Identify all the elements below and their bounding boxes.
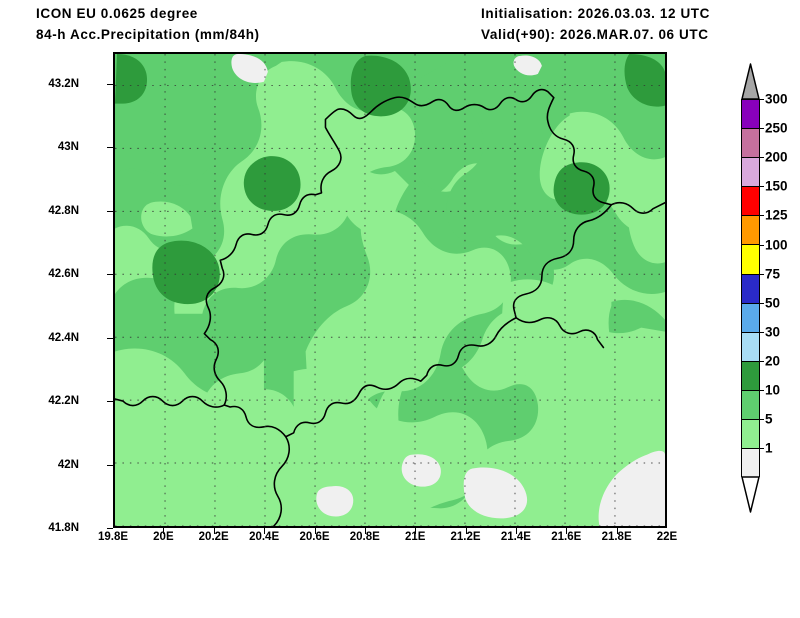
- colorbar-cell-300: [742, 100, 759, 130]
- y-axis-tick: [107, 337, 113, 339]
- colorbar-label-30: 30: [765, 324, 781, 340]
- x-axis-tick: [213, 528, 215, 534]
- y-axis-label-42.6N: 42.6N: [48, 268, 79, 281]
- colorbar-tick: [760, 360, 764, 362]
- colorbar-tick: [760, 302, 764, 304]
- colorbar-label-300: 300: [765, 91, 788, 107]
- x-axis-tick: [465, 528, 467, 534]
- colorbar-label-200: 200: [765, 149, 788, 165]
- colorbar-cell-250: [742, 129, 759, 159]
- colorbar-cell-125: [742, 216, 759, 246]
- x-axis-label-19.8E: 19.8E: [97, 531, 129, 543]
- colorbar-cell-50: [742, 303, 759, 333]
- x-axis-label-21.6E: 21.6E: [551, 531, 582, 543]
- y-axis-tick: [107, 528, 113, 529]
- colorbar-cell-10: [742, 390, 759, 421]
- precipitation-colorbar[interactable]: [741, 99, 760, 479]
- x-axis-tick: [515, 528, 517, 534]
- x-axis-tick: [364, 528, 366, 534]
- y-axis-label-43N: 43N: [57, 141, 79, 154]
- x-axis-tick: [566, 528, 568, 534]
- colorbar-label-5: 5: [765, 411, 773, 427]
- colorbar-cell-200: [742, 158, 759, 188]
- y-axis-label-43.2N: 43.2N: [48, 77, 79, 90]
- x-axis-label-21E: 21E: [404, 531, 426, 543]
- colorbar-label-50: 50: [765, 295, 781, 311]
- x-axis-label-21.4E: 21.4E: [500, 531, 531, 543]
- y-axis-label-42N: 42N: [57, 458, 79, 471]
- x-axis-label-20.4E: 20.4E: [249, 531, 280, 543]
- x-axis-label-20E: 20E: [153, 531, 174, 543]
- x-axis-tick: [415, 528, 417, 534]
- x-axis-label-20.8E: 20.8E: [349, 531, 380, 543]
- x-axis-label-20.2E: 20.2E: [198, 531, 229, 543]
- y-axis-tick: [107, 147, 113, 149]
- x-axis-tick: [314, 528, 316, 534]
- valid-time-label: Valid(+90): 2026.MAR.07. 06 UTC: [481, 27, 709, 42]
- colorbar-cell-5: [742, 420, 759, 450]
- colorbar-tick: [760, 331, 764, 333]
- model-name-label: ICON EU 0.0625 degree: [36, 6, 198, 21]
- x-axis-tick: [616, 528, 618, 534]
- colorbar-cell-20: [742, 361, 759, 391]
- x-axis-label-22E: 22E: [656, 531, 678, 543]
- y-axis-label-41.8N: 41.8N: [48, 522, 79, 534]
- x-axis-label-20.6E: 20.6E: [299, 531, 330, 543]
- colorbar-label-125: 125: [765, 207, 788, 223]
- colorbar-cell-1: [742, 449, 759, 479]
- colorbar-label-20: 20: [765, 353, 781, 369]
- colorbar-tick: [760, 419, 764, 421]
- colorbar-tick: [760, 186, 764, 188]
- country-borders: [115, 88, 665, 526]
- colorbar-tick: [760, 128, 764, 130]
- colorbar-cell-30: [742, 332, 759, 362]
- colorbar-overflow-arrow-low: [741, 476, 760, 513]
- colorbar-tick: [760, 99, 764, 100]
- initialisation-label: Initialisation: 2026.03.03. 12 UTC: [481, 6, 710, 21]
- y-axis-tick: [107, 210, 113, 212]
- x-axis-label-21.8E: 21.8E: [601, 531, 632, 543]
- y-axis-label-42.2N: 42.2N: [48, 395, 79, 408]
- colorbar-tick: [760, 215, 764, 217]
- precipitation-map-plot: [113, 52, 667, 528]
- precipitation-field: [115, 54, 665, 526]
- y-axis-tick: [107, 83, 113, 85]
- colorbar-cell-150: [742, 187, 759, 217]
- x-axis-tick: [264, 528, 266, 534]
- y-axis-label-42.4N: 42.4N: [48, 331, 79, 344]
- x-axis-tick: [163, 528, 165, 534]
- colorbar-cell-100: [742, 245, 759, 275]
- colorbar-tick: [760, 390, 764, 391]
- colorbar-tick: [760, 448, 764, 450]
- x-axis-label-21.2E: 21.2E: [450, 531, 481, 543]
- y-axis-tick: [107, 464, 113, 466]
- colorbar-label-10: 10: [765, 382, 781, 398]
- colorbar-label-150: 150: [765, 178, 788, 194]
- colorbar-cell-75: [742, 274, 759, 304]
- colorbar-tick: [760, 157, 764, 159]
- y-axis-label-42.8N: 42.8N: [48, 204, 79, 217]
- colorbar-tick: [760, 244, 764, 246]
- y-axis-tick: [107, 274, 113, 276]
- field-name-label: 84-h Acc.Precipitation (mm/84h): [36, 27, 260, 42]
- colorbar-label-100: 100: [765, 237, 788, 252]
- colorbar-tick: [760, 273, 764, 275]
- colorbar-label-75: 75: [765, 266, 781, 282]
- colorbar-label-1: 1: [765, 440, 773, 456]
- y-axis-tick: [107, 401, 113, 403]
- colorbar-overflow-arrow-high: [741, 63, 760, 100]
- colorbar-label-250: 250: [765, 120, 788, 136]
